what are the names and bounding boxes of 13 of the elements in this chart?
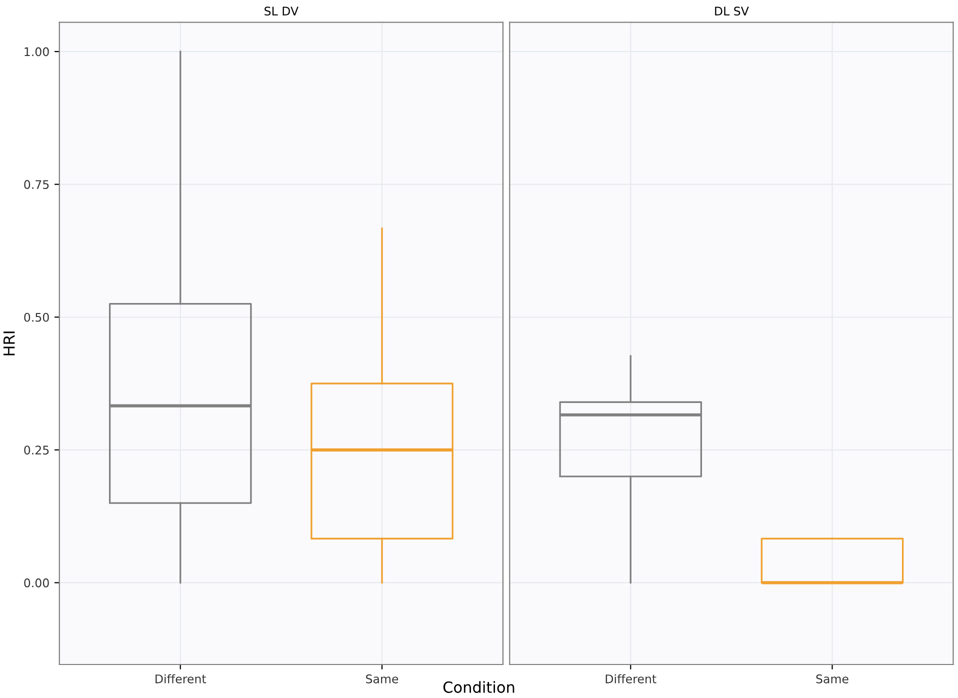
x-axis-title: Condition: [443, 681, 514, 693]
x-tick-label: Same: [816, 674, 848, 684]
x-tick-label: Different: [606, 674, 656, 684]
x-tick-label: Same: [366, 674, 398, 684]
x-tick-label: Different: [156, 674, 206, 684]
y-tick-label: 0.50: [24, 312, 49, 322]
y-tick-label: 0.00: [24, 578, 49, 588]
chart-title: SL DV: [264, 6, 298, 16]
y-tick-label: 1.00: [24, 47, 49, 56]
chart-title: DL SV: [715, 6, 749, 16]
y-tick-label: 0.75: [24, 180, 49, 189]
y-tick-label: 0.25: [24, 446, 49, 455]
y-axis-title: HRI: [4, 332, 15, 356]
